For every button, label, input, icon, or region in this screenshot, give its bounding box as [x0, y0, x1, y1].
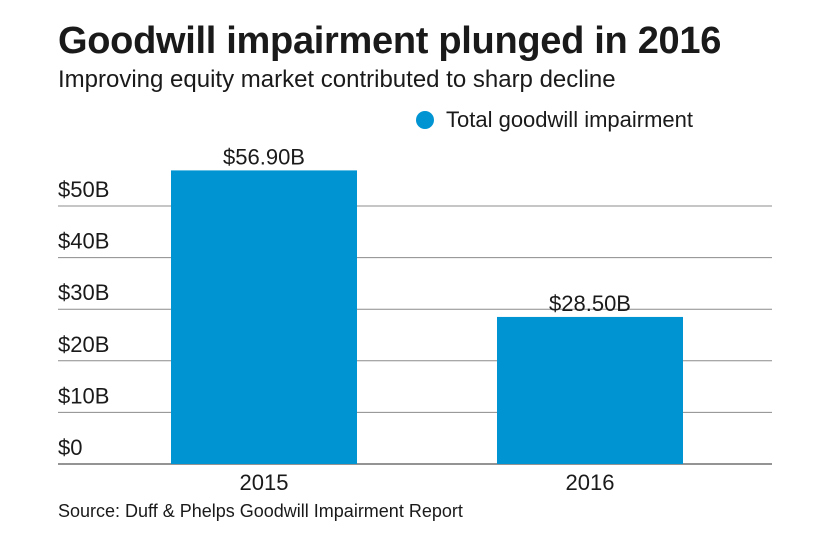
x-tick-label: 2015 [240, 470, 289, 495]
legend-swatch-icon [416, 111, 434, 129]
y-tick-label: $30B [58, 280, 109, 305]
legend-label: Total goodwill impairment [446, 107, 693, 132]
bar [497, 316, 683, 464]
y-tick-label: $10B [58, 383, 109, 408]
data-label: $28.50B [549, 291, 631, 316]
legend: Total goodwill impairment [416, 107, 693, 133]
x-tick-label: 2016 [566, 470, 615, 495]
y-tick-label: $20B [58, 332, 109, 357]
y-tick-label: $50B [58, 177, 109, 202]
data-label: $56.90B [223, 144, 305, 169]
chart-subtitle: Improving equity market contributed to s… [58, 66, 616, 93]
y-tick-label: $40B [58, 229, 109, 254]
source-note: Source: Duff & Phelps Goodwill Impairmen… [58, 501, 463, 521]
bar [171, 170, 357, 464]
chart-title: Goodwill impairment plunged in 2016 [58, 20, 722, 62]
y-tick-label: $0 [58, 435, 82, 460]
